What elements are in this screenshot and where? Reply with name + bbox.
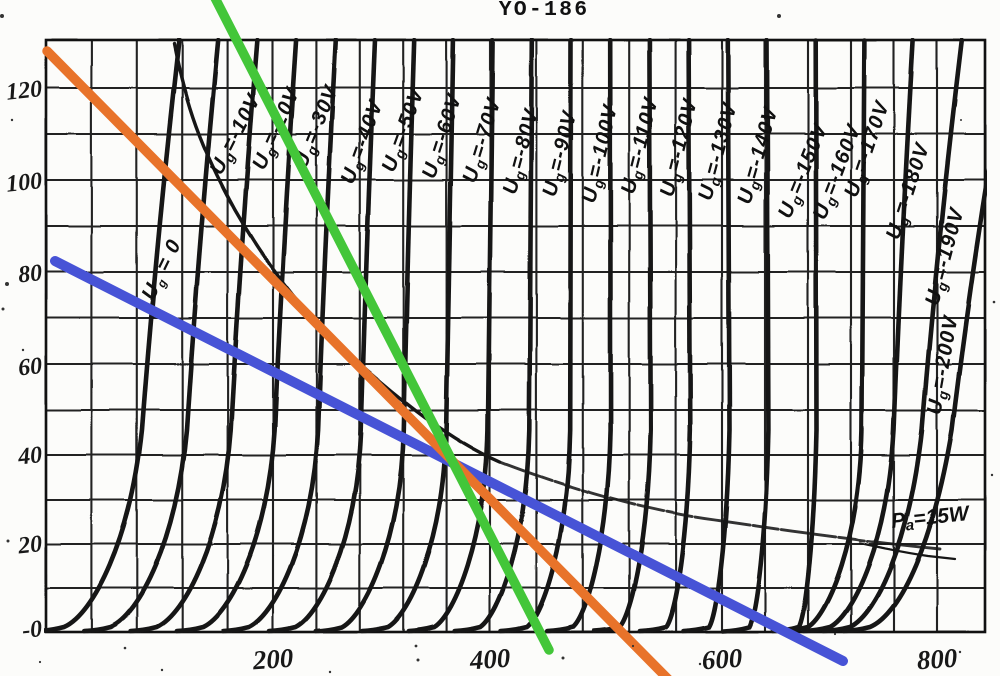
svg-text:-0: -0 <box>21 616 44 644</box>
svg-text:800: 800 <box>916 643 959 676</box>
svg-text:600: 600 <box>701 643 744 676</box>
svg-text:60: 60 <box>17 353 44 381</box>
svg-text:200: 200 <box>251 643 295 676</box>
svg-text:40: 40 <box>16 442 44 470</box>
svg-text:20: 20 <box>16 531 44 559</box>
svg-text:400: 400 <box>468 643 512 676</box>
svg-text:Pa=15W: Pa=15W <box>890 502 972 536</box>
svg-text:80: 80 <box>17 260 44 288</box>
svg-text:YO-186: YO-186 <box>499 0 590 22</box>
svg-text:100: 100 <box>5 168 44 198</box>
svg-text:120: 120 <box>5 76 44 106</box>
